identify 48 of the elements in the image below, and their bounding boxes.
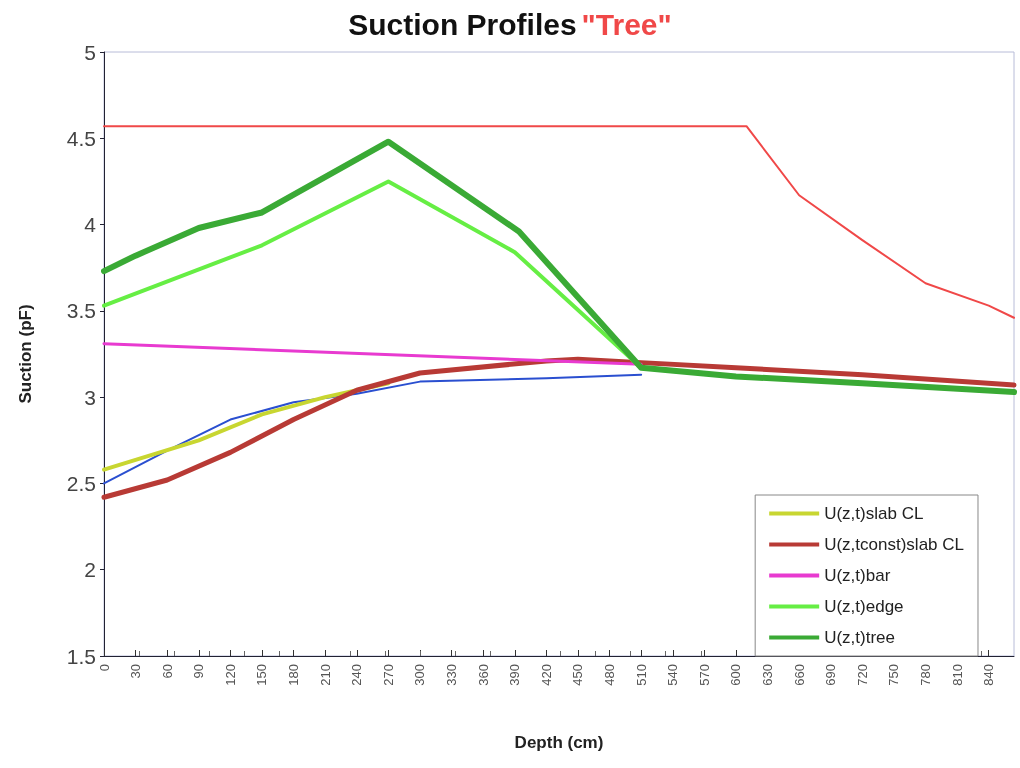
chart-subtitle: "Tree": [581, 7, 672, 41]
legend-label: U(z,t)tree: [824, 628, 896, 647]
chart-title: Suction Profiles: [348, 7, 577, 41]
x-tick-label: 570: [696, 664, 712, 686]
line-series: [103, 373, 643, 485]
x-tick-label: 450: [570, 664, 586, 686]
x-tick-label: 600: [728, 664, 744, 686]
x-tick-label: 420: [538, 664, 554, 686]
x-tick-label: 210: [317, 664, 333, 686]
x-tick-label: 780: [918, 664, 934, 686]
y-tick-label: 5: [84, 40, 96, 64]
x-tick-label: 0: [96, 664, 112, 672]
y-tick-label: 3: [84, 385, 96, 409]
x-tick-label: 360: [475, 664, 491, 686]
x-tick-label: 750: [886, 664, 902, 686]
x-tick-label: 720: [854, 664, 870, 686]
x-tick-label: 480: [602, 664, 618, 686]
x-tick-label: 540: [665, 664, 681, 686]
x-tick-label: 240: [349, 664, 365, 686]
x-tick-label: 630: [760, 664, 776, 686]
y-tick-label: 2.5: [66, 471, 96, 495]
x-tick-label: 270: [380, 664, 396, 686]
x-axis-title: Depth (cm): [514, 733, 604, 752]
y-tick-label: 1.5: [66, 644, 96, 668]
legend-label: U(z,tconst)slab CL: [824, 535, 965, 554]
x-tick-label: 810: [949, 664, 965, 686]
y-axis-title: Suction (pF): [16, 304, 35, 404]
x-tick-label: 690: [823, 664, 839, 686]
x-tick-label: 840: [981, 664, 997, 686]
x-tick-label: 90: [191, 664, 207, 679]
legend-label: U(z,t)edge: [824, 597, 904, 616]
x-tick-label: 120: [222, 664, 238, 686]
line-series: [103, 125, 1015, 319]
x-tick-label: 300: [412, 664, 428, 686]
y-tick-label: 4.5: [66, 126, 96, 150]
x-tick-label: 330: [444, 664, 460, 686]
x-tick-label: 660: [791, 664, 807, 686]
x-tick-label: 60: [159, 664, 175, 679]
x-tick-label: 150: [254, 664, 270, 686]
x-tick-label: 30: [128, 664, 144, 679]
x-tick-label: 510: [633, 664, 649, 686]
y-tick-label: 2: [84, 558, 96, 582]
y-tick-label: 4: [84, 213, 97, 237]
legend-label: U(z,t)bar: [824, 566, 891, 585]
y-tick-label: 3.5: [66, 299, 96, 323]
x-tick-label: 390: [507, 664, 523, 686]
legend-label: U(z,t)slab CL: [824, 504, 924, 523]
x-tick-label: 180: [286, 664, 302, 686]
